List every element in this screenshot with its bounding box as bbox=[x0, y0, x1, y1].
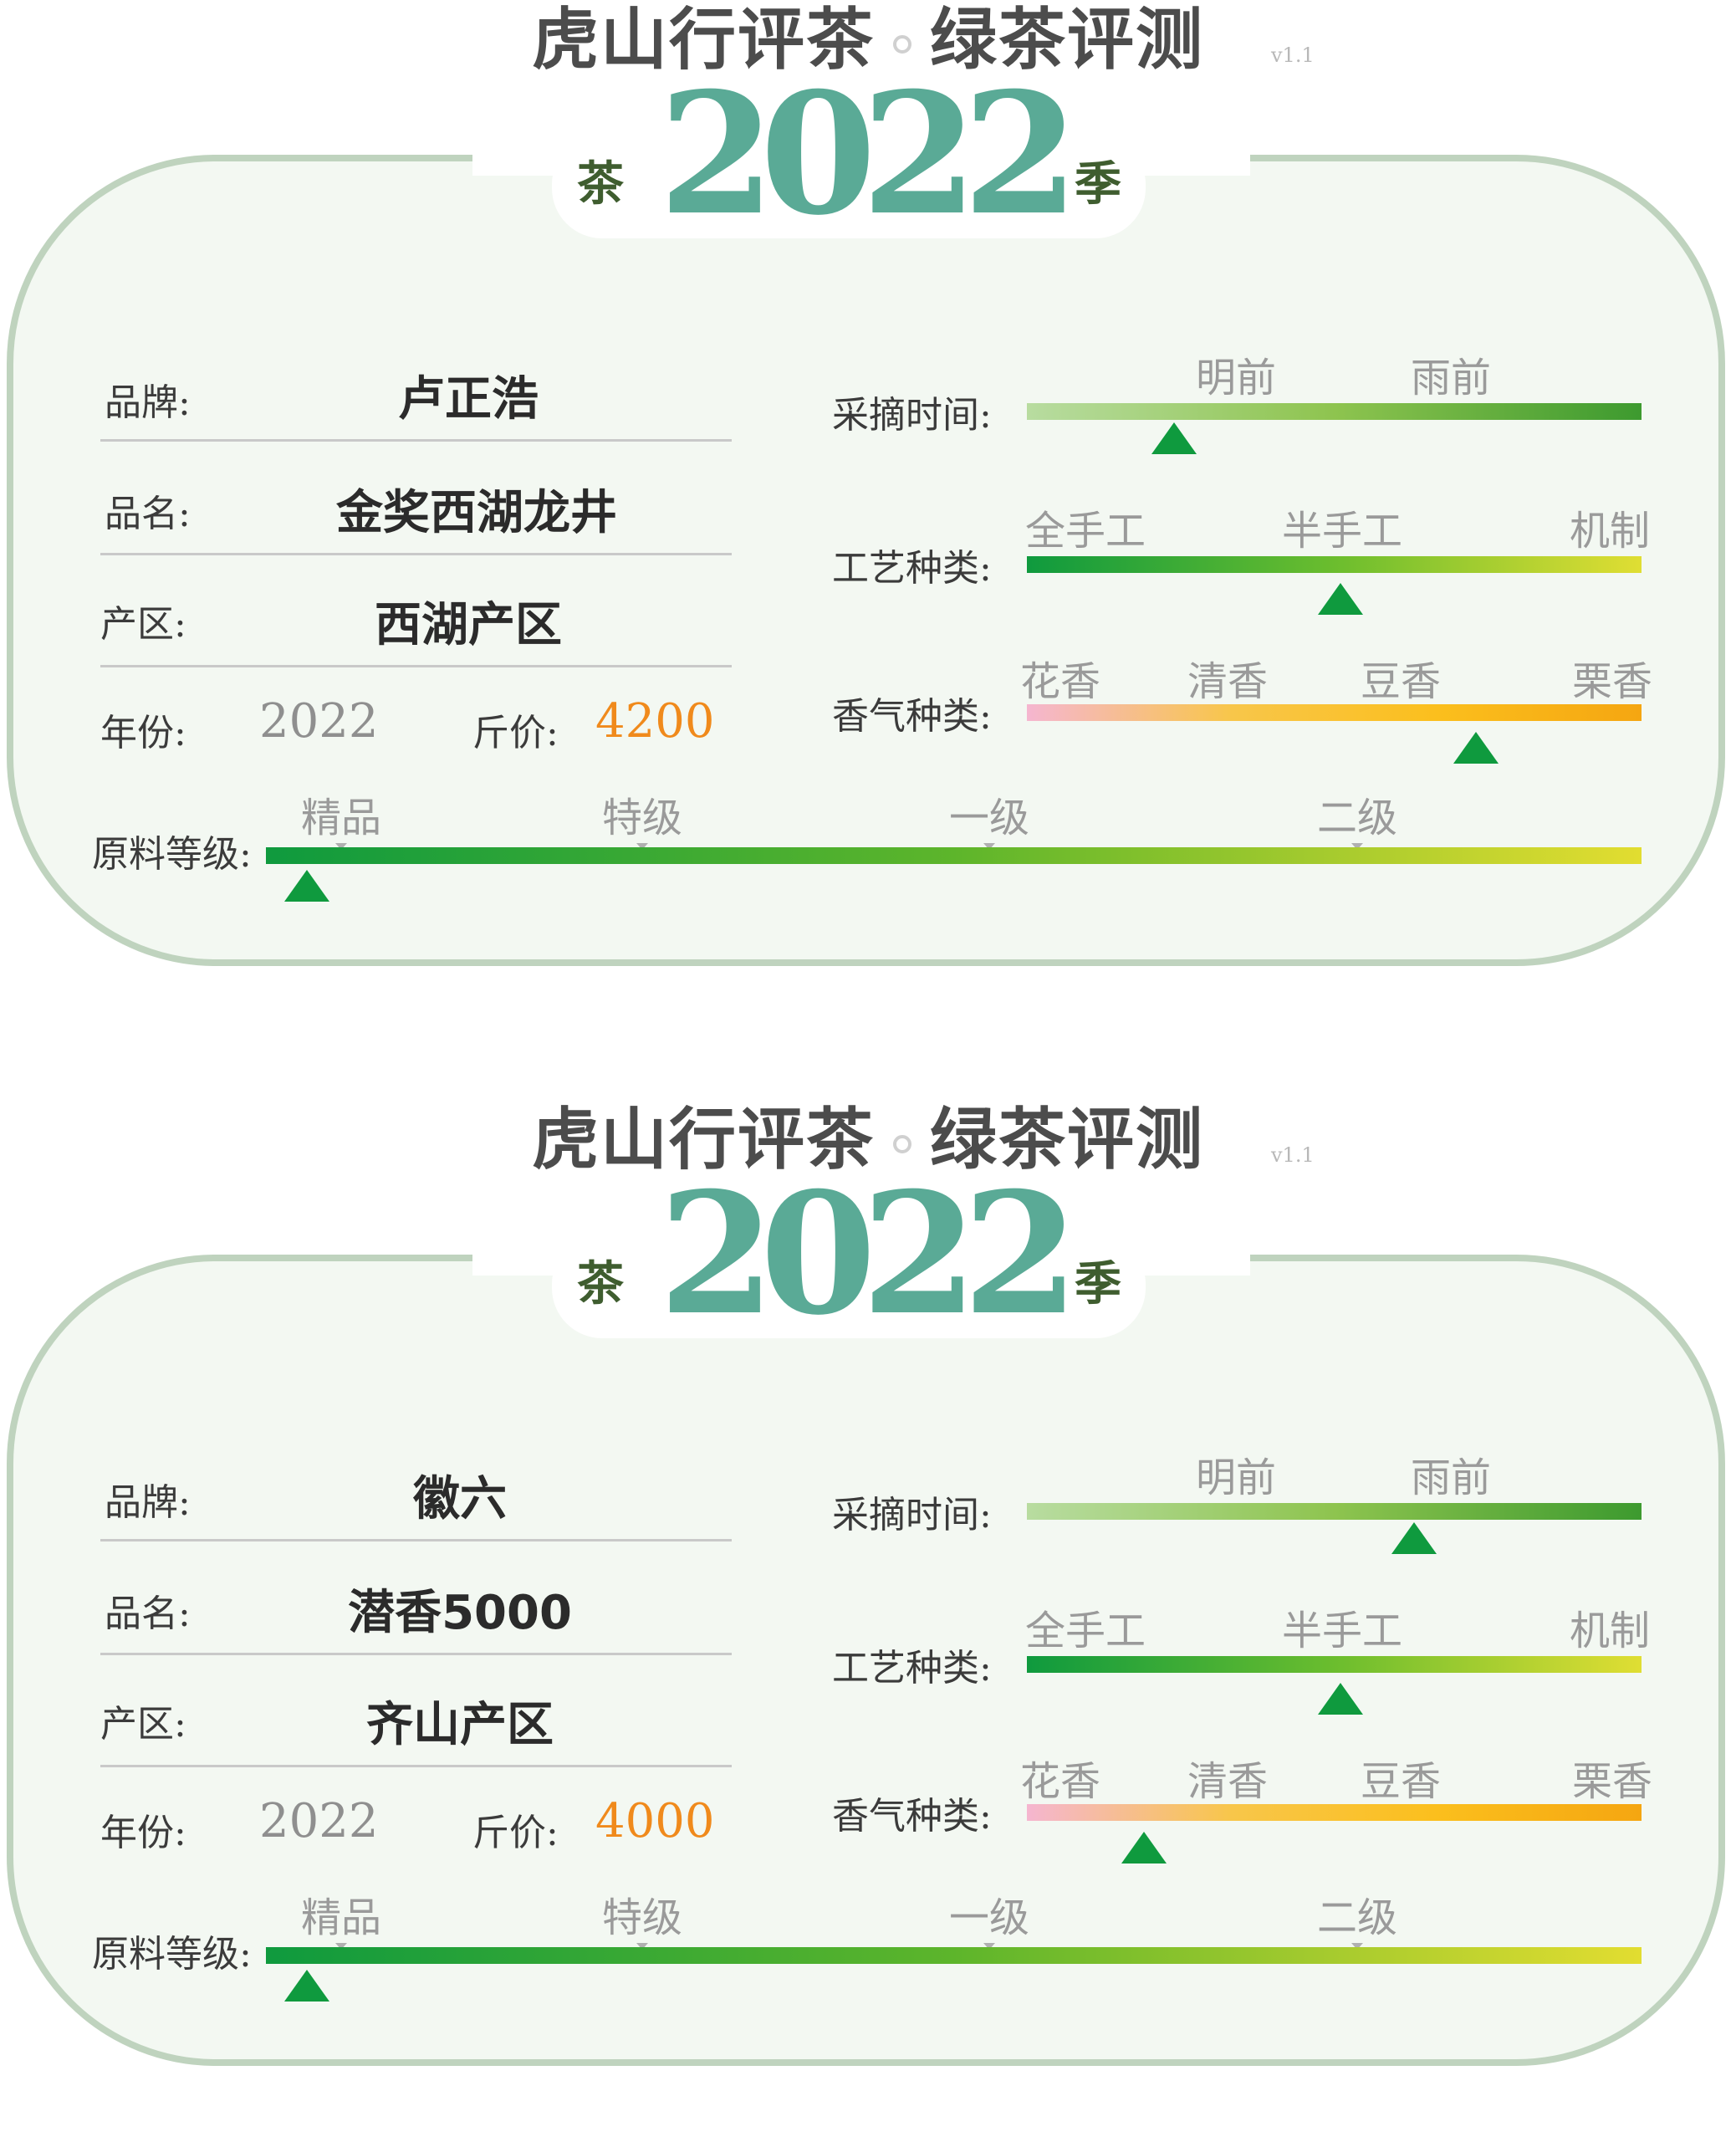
grade-label: 原料等级: bbox=[92, 833, 252, 876]
price-label: 斤价: bbox=[472, 712, 559, 754]
divider bbox=[100, 665, 732, 667]
craft-scale-bar bbox=[1027, 556, 1642, 573]
season-year: 2022 bbox=[658, 1156, 1080, 1352]
aroma-tick: 花香 bbox=[1020, 1748, 1100, 1813]
craft-tick: 全手工 bbox=[1025, 498, 1146, 563]
harvest-tick: 雨前 bbox=[1411, 345, 1491, 410]
aroma-tick: 栗香 bbox=[1572, 648, 1652, 713]
aroma-tick: 栗香 bbox=[1572, 1748, 1652, 1813]
season-right: 季 bbox=[1075, 157, 1121, 212]
aroma-marker-icon bbox=[1121, 1832, 1167, 1863]
name-value: 潜香5000 bbox=[348, 1586, 572, 1640]
harvest-marker-icon bbox=[1391, 1522, 1437, 1554]
region-label: 产区: bbox=[100, 1703, 186, 1746]
aroma-marker-icon bbox=[1453, 732, 1499, 764]
aroma-scale-bar bbox=[1027, 1804, 1642, 1821]
grade-tick: 一级 bbox=[949, 785, 1029, 850]
divider bbox=[100, 1539, 732, 1541]
name-label: 品名: bbox=[105, 493, 191, 535]
divider bbox=[100, 1765, 732, 1767]
price-label: 斤价: bbox=[472, 1812, 559, 1854]
region-value: 齐山产区 bbox=[366, 1698, 554, 1752]
harvest-tick: 明前 bbox=[1196, 345, 1276, 410]
aroma-label: 香气种类: bbox=[832, 1795, 992, 1838]
grade-tick: 特级 bbox=[602, 785, 682, 850]
separator-dot-icon bbox=[893, 1135, 911, 1154]
title-left: 虎山行评茶 bbox=[532, 1101, 875, 1178]
grade-tick: 精品 bbox=[301, 1884, 381, 1950]
craft-label: 工艺种类: bbox=[832, 1647, 992, 1690]
aroma-label: 香气种类: bbox=[832, 695, 992, 738]
harvest-label: 采摘时间: bbox=[832, 394, 992, 437]
version-label: v1.1 bbox=[1271, 43, 1315, 67]
region-value: 西湖产区 bbox=[375, 598, 562, 652]
brand-label: 品牌: bbox=[105, 1481, 191, 1524]
year-value: 2022 bbox=[259, 1794, 379, 1848]
brand-label: 品牌: bbox=[105, 381, 191, 424]
title-right: 绿茶评测 bbox=[930, 1101, 1204, 1178]
harvest-tick: 明前 bbox=[1196, 1444, 1276, 1510]
grade-marker-icon bbox=[284, 1970, 330, 2002]
craft-marker-icon bbox=[1317, 1683, 1363, 1715]
craft-marker-icon bbox=[1317, 583, 1363, 615]
craft-label: 工艺种类: bbox=[832, 547, 992, 590]
aroma-tick: 清香 bbox=[1187, 1748, 1268, 1813]
divider bbox=[100, 553, 732, 555]
grade-marker-icon bbox=[284, 870, 330, 902]
price-value: 4200 bbox=[595, 694, 715, 749]
region-label: 产区: bbox=[100, 603, 186, 646]
grade-scale-bar bbox=[266, 847, 1642, 864]
craft-tick: 半手工 bbox=[1282, 1598, 1402, 1663]
craft-tick: 机制 bbox=[1570, 498, 1650, 563]
tea-review-card: 虎山行评茶 绿茶评测 v1.1 茶 2022 季 品牌: 徽六 品名: 潜香500… bbox=[0, 1100, 1736, 2137]
price-value: 4000 bbox=[595, 1794, 715, 1848]
harvest-label: 采摘时间: bbox=[832, 1494, 992, 1536]
page-title: 虎山行评茶 绿茶评测 bbox=[0, 0, 1736, 79]
divider bbox=[100, 439, 732, 442]
season-left: 茶 bbox=[577, 157, 624, 212]
grade-label: 原料等级: bbox=[92, 1933, 252, 1976]
title-right: 绿茶评测 bbox=[930, 1, 1204, 79]
grade-tick: 特级 bbox=[602, 1884, 682, 1950]
version-label: v1.1 bbox=[1271, 1143, 1315, 1167]
season-left: 茶 bbox=[577, 1257, 624, 1311]
aroma-scale-bar bbox=[1027, 704, 1642, 721]
year-value: 2022 bbox=[259, 694, 379, 749]
aroma-tick: 清香 bbox=[1187, 648, 1268, 713]
aroma-tick: 豆香 bbox=[1361, 1748, 1441, 1813]
grade-tick: 二级 bbox=[1317, 1884, 1397, 1950]
divider bbox=[100, 1653, 732, 1655]
aroma-tick: 花香 bbox=[1020, 648, 1100, 713]
tea-review-card: 虎山行评茶 绿茶评测 v1.1 茶 2022 季 品牌: 卢正浩 品名: 金奖西湖… bbox=[0, 0, 1736, 1037]
title-left: 虎山行评茶 bbox=[532, 1, 875, 79]
harvest-marker-icon bbox=[1151, 422, 1197, 454]
craft-tick: 半手工 bbox=[1282, 498, 1402, 563]
season-year: 2022 bbox=[658, 56, 1080, 253]
year-pill bbox=[552, 1234, 1146, 1338]
craft-tick: 机制 bbox=[1570, 1598, 1650, 1663]
aroma-tick: 豆香 bbox=[1361, 648, 1441, 713]
name-label: 品名: bbox=[105, 1593, 191, 1635]
harvest-tick: 雨前 bbox=[1411, 1444, 1491, 1510]
grade-tick: 一级 bbox=[949, 1884, 1029, 1950]
craft-scale-bar bbox=[1027, 1656, 1642, 1673]
grade-tick: 二级 bbox=[1317, 785, 1397, 850]
season-right: 季 bbox=[1075, 1257, 1121, 1311]
year-label: 年份: bbox=[100, 712, 186, 754]
year-label: 年份: bbox=[100, 1812, 186, 1854]
harvest-scale-bar bbox=[1027, 1503, 1642, 1520]
brand-value: 卢正浩 bbox=[398, 372, 539, 427]
harvest-scale-bar bbox=[1027, 403, 1642, 420]
craft-tick: 全手工 bbox=[1025, 1598, 1146, 1663]
brand-value: 徽六 bbox=[413, 1472, 507, 1526]
year-pill bbox=[552, 134, 1146, 238]
separator-dot-icon bbox=[893, 35, 911, 54]
grade-tick: 精品 bbox=[301, 785, 381, 850]
grade-scale-bar bbox=[266, 1947, 1642, 1964]
page-title: 虎山行评茶 绿茶评测 bbox=[0, 1100, 1736, 1179]
name-value: 金奖西湖龙井 bbox=[336, 486, 617, 540]
